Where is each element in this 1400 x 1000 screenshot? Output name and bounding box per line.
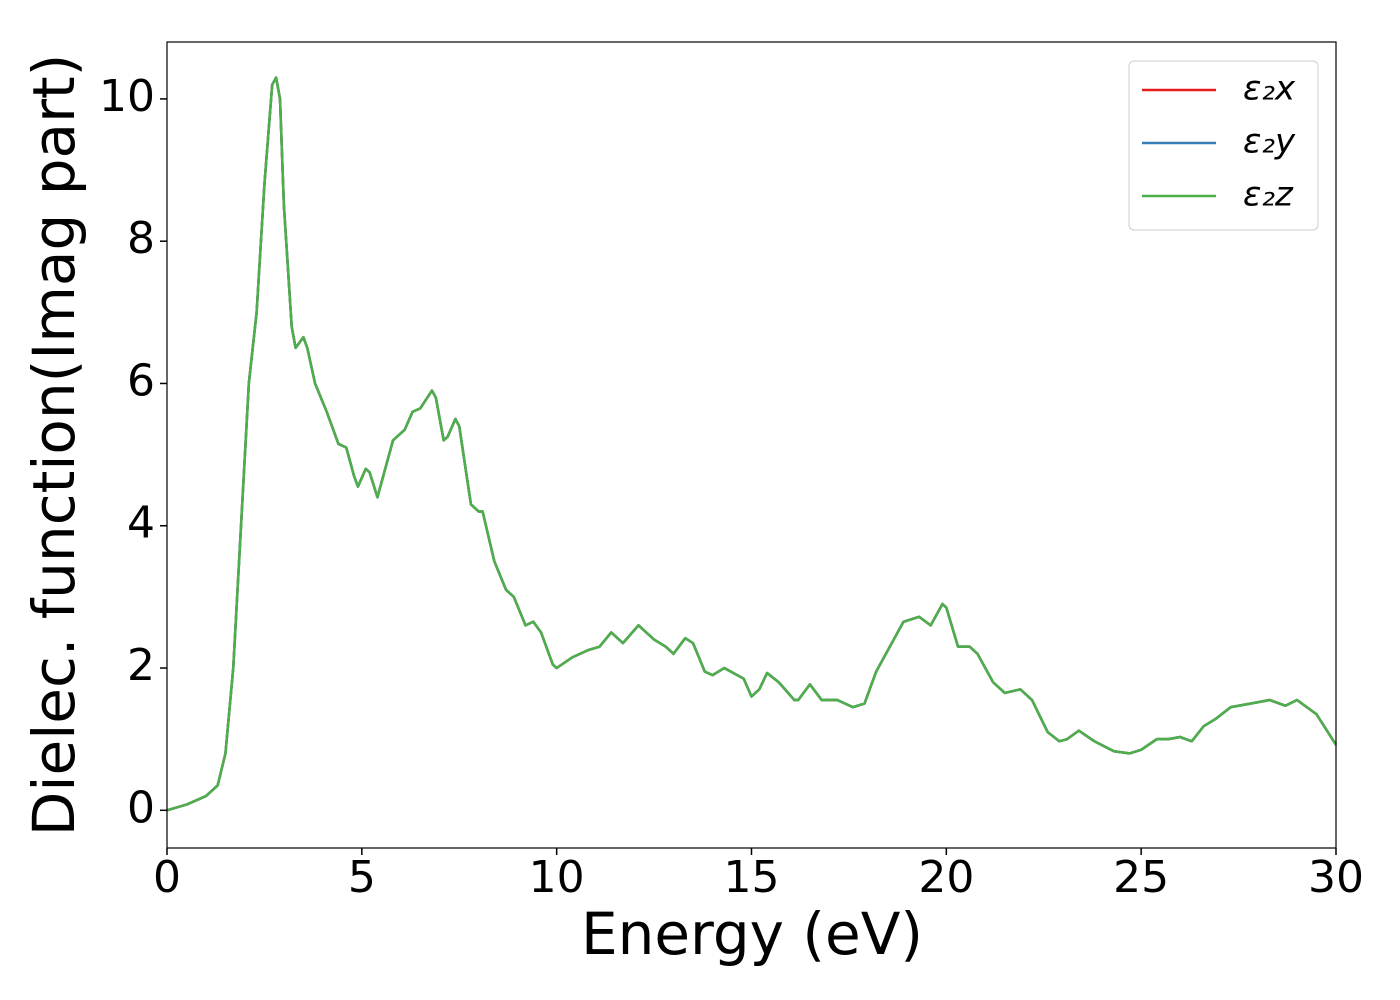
legend-label: ε₂y bbox=[1243, 122, 1296, 162]
legend-label: ε₂z bbox=[1243, 175, 1294, 215]
y-tick-label: 8 bbox=[127, 213, 155, 264]
x-tick-label: 30 bbox=[1308, 852, 1364, 903]
y-tick-label: 10 bbox=[99, 71, 155, 122]
x-tick-label: 0 bbox=[153, 852, 181, 903]
x-tick-label: 5 bbox=[348, 852, 376, 903]
y-axis-label: Dielec. function(Imag part) bbox=[20, 54, 88, 837]
plot-frame bbox=[166, 41, 1337, 849]
x-tick-label: 10 bbox=[529, 852, 585, 903]
legend-box bbox=[1128, 60, 1319, 231]
y-tick-label: 2 bbox=[127, 640, 155, 691]
x-tick-label: 20 bbox=[918, 852, 974, 903]
y-tick-label: 6 bbox=[127, 355, 155, 406]
series-line bbox=[166, 76, 1338, 812]
y-tick-label: 0 bbox=[127, 782, 155, 833]
y-tick-label: 4 bbox=[127, 498, 155, 549]
x-axis-label: Energy (eV) bbox=[581, 900, 923, 968]
legend-label: ε₂x bbox=[1243, 69, 1296, 109]
x-tick-label: 15 bbox=[724, 852, 780, 903]
x-tick-label: 25 bbox=[1113, 852, 1169, 903]
